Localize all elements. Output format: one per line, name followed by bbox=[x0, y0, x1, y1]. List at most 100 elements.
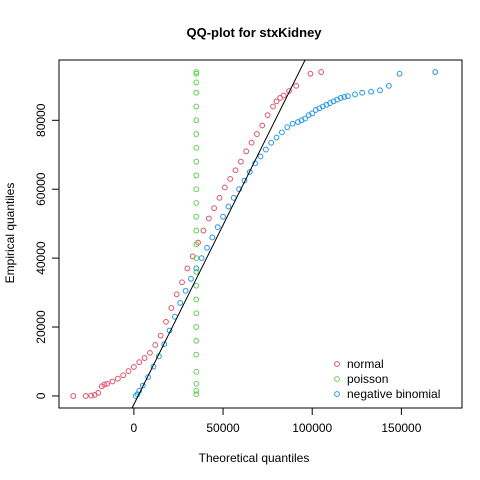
data-point bbox=[193, 265, 200, 272]
y-tick-label: 20000 bbox=[34, 310, 48, 344]
x-axis: 0 50000 100000 150000 bbox=[131, 407, 422, 435]
data-point bbox=[216, 194, 223, 201]
data-point bbox=[193, 255, 200, 262]
series-0 bbox=[70, 69, 325, 399]
data-point bbox=[209, 234, 216, 241]
data-point bbox=[125, 368, 132, 375]
data-point bbox=[259, 122, 266, 129]
data-point bbox=[193, 227, 200, 234]
data-point bbox=[302, 115, 308, 122]
data-point bbox=[246, 169, 253, 175]
data-point bbox=[205, 215, 212, 222]
data-point bbox=[193, 172, 200, 179]
data-point bbox=[220, 213, 226, 220]
data-point bbox=[254, 131, 260, 137]
data-point bbox=[147, 349, 153, 356]
data-point bbox=[273, 134, 280, 141]
data-point bbox=[221, 184, 228, 191]
x-axis-label: Theoretical quantiles bbox=[199, 451, 310, 465]
data-point bbox=[193, 310, 200, 317]
data-point bbox=[193, 324, 200, 330]
data-point bbox=[359, 89, 366, 96]
data-point bbox=[193, 200, 200, 206]
data-point bbox=[214, 224, 221, 231]
data-point bbox=[193, 241, 200, 248]
legend-marker bbox=[334, 376, 340, 382]
data-point bbox=[200, 227, 207, 234]
data-point bbox=[243, 148, 250, 155]
data-point bbox=[193, 131, 200, 137]
x-tick-label: 150000 bbox=[381, 421, 421, 435]
data-point bbox=[193, 387, 200, 394]
plot-frame bbox=[58, 59, 463, 409]
data-point bbox=[179, 279, 185, 286]
y-axis: 0 20000 40000 60000 80000 bbox=[34, 103, 60, 399]
data-point bbox=[309, 110, 316, 117]
data-point bbox=[193, 269, 200, 275]
series-2 bbox=[132, 69, 439, 399]
data-point bbox=[273, 98, 280, 105]
data-point bbox=[341, 93, 348, 100]
data-point bbox=[344, 93, 351, 100]
data-point bbox=[318, 69, 325, 75]
data-point bbox=[193, 103, 200, 110]
series-layer bbox=[70, 69, 439, 399]
data-point bbox=[193, 144, 200, 151]
data-point bbox=[188, 275, 194, 282]
data-point bbox=[385, 82, 392, 89]
data-point bbox=[225, 203, 232, 210]
data-point bbox=[139, 382, 146, 389]
data-point bbox=[130, 364, 137, 370]
data-point bbox=[193, 213, 200, 220]
data-point bbox=[289, 120, 296, 127]
data-point bbox=[193, 70, 200, 77]
legend-marker bbox=[334, 391, 340, 397]
data-point bbox=[193, 158, 200, 165]
data-point bbox=[152, 342, 159, 348]
data-point bbox=[193, 380, 200, 387]
data-point bbox=[70, 393, 77, 399]
series-1 bbox=[193, 69, 200, 398]
x-tick-label: 0 bbox=[131, 421, 138, 435]
data-point bbox=[237, 158, 244, 165]
data-point bbox=[268, 139, 275, 146]
data-point bbox=[211, 205, 218, 212]
data-point bbox=[262, 146, 269, 153]
data-point bbox=[193, 351, 200, 358]
data-point bbox=[377, 87, 383, 94]
legend-label: normal bbox=[347, 357, 384, 371]
data-point bbox=[368, 88, 374, 95]
data-point bbox=[270, 103, 276, 110]
y-axis-label: Empirical quantiles bbox=[3, 183, 17, 284]
data-point bbox=[198, 255, 205, 262]
data-point bbox=[141, 355, 148, 361]
data-point bbox=[257, 153, 264, 160]
data-point bbox=[173, 291, 180, 298]
data-point bbox=[293, 82, 300, 89]
data-point bbox=[248, 139, 255, 146]
y-tick-label: 40000 bbox=[34, 241, 48, 275]
data-point bbox=[193, 186, 200, 193]
data-point bbox=[193, 368, 200, 375]
data-point bbox=[177, 300, 184, 306]
data-point bbox=[109, 378, 116, 385]
data-point bbox=[204, 244, 210, 251]
data-point bbox=[337, 95, 344, 101]
data-point bbox=[184, 265, 191, 272]
data-point bbox=[82, 393, 89, 399]
data-point bbox=[88, 392, 94, 399]
data-point bbox=[195, 239, 201, 246]
data-point bbox=[232, 167, 239, 174]
data-point bbox=[101, 381, 108, 388]
data-point bbox=[193, 337, 200, 344]
data-point bbox=[95, 389, 102, 396]
data-point bbox=[193, 296, 200, 303]
data-point bbox=[396, 70, 403, 77]
data-point bbox=[264, 112, 271, 119]
y-tick-label: 80000 bbox=[34, 103, 48, 137]
reference-line bbox=[131, 59, 306, 409]
data-point bbox=[104, 380, 111, 387]
data-point bbox=[136, 359, 143, 366]
data-point bbox=[227, 175, 234, 182]
